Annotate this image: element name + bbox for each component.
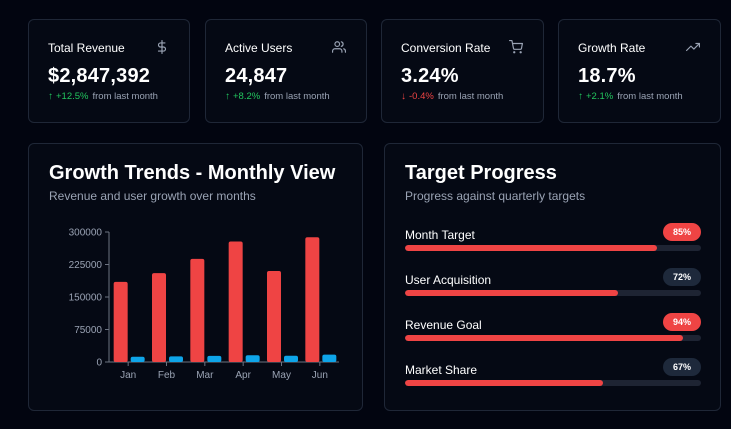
x-tick-label: Mar — [196, 370, 214, 381]
arrow-up-icon: ↑ — [225, 91, 230, 102]
arrow-up-icon: ↑ — [48, 91, 53, 102]
stat-change: ↑ +2.1% from last month — [578, 91, 683, 102]
cart-icon — [509, 40, 523, 54]
y-tick-label: 0 — [96, 358, 102, 369]
bar-revenue-apr — [228, 241, 243, 362]
dollar-icon — [157, 40, 167, 54]
stat-delta-suffix: from last month — [437, 91, 504, 102]
stat-title: Conversion Rate — [401, 41, 491, 55]
progress-badge: 72% — [663, 268, 701, 286]
users-icon — [332, 41, 346, 53]
bar-users-apr — [245, 355, 260, 362]
stat-delta: +8.2% — [233, 91, 261, 102]
bar-users-may — [284, 355, 298, 362]
y-tick-label: 225000 — [69, 260, 103, 271]
stat-title: Total Revenue — [48, 41, 125, 55]
stat-delta: +2.1% — [586, 91, 614, 102]
y-tick-label: 150000 — [69, 293, 103, 304]
bar-users-jun — [322, 354, 337, 362]
stat-card-active-users: Active Users 24,847 ↑ +8.2% from last mont… — [205, 19, 367, 123]
progress-track — [405, 245, 701, 251]
progress-label: User Acquisition — [405, 273, 492, 287]
progress-track — [405, 290, 701, 296]
growth-trends-subtitle: Revenue and user growth over months — [49, 189, 256, 203]
progress-label: Revenue Goal — [405, 318, 482, 332]
stat-card-conversion-rate: Conversion Rate 3.24% ↓ -0.4% from last mo… — [381, 19, 544, 123]
growth-trends-title: Growth Trends - Monthly View — [49, 162, 336, 184]
target-progress-card: Target Progress Progress against quarter… — [384, 143, 721, 411]
bar-users-mar — [207, 355, 222, 362]
stat-change: ↑ +8.2% from last month — [225, 91, 330, 102]
target-progress-title: Target Progress — [405, 162, 557, 184]
stat-delta-suffix: from last month — [617, 91, 683, 102]
bar-users-jan — [130, 356, 145, 362]
x-tick-label: Apr — [235, 370, 251, 381]
y-tick-label: 75000 — [74, 325, 102, 336]
bar-revenue-feb — [152, 273, 166, 362]
stat-delta-suffix: from last month — [264, 91, 330, 102]
stat-delta-suffix: from last month — [92, 91, 158, 102]
stat-value: $2,847,392 — [48, 65, 151, 87]
growth-trends-card: Growth Trends - Monthly View Revenue and… — [28, 143, 363, 411]
progress-row-revenue-goal: Revenue Goal 94% — [405, 313, 701, 352]
progress-fill — [405, 245, 657, 251]
trending-up-icon — [686, 42, 700, 52]
stat-card-total-revenue: Total Revenue $2,847,392 ↑ +12.5% from las… — [28, 19, 190, 123]
progress-fill — [405, 380, 604, 386]
stat-title: Active Users — [225, 41, 293, 55]
x-tick-label: May — [272, 370, 291, 381]
bar-revenue-jun — [305, 237, 320, 362]
progress-badge: 94% — [663, 313, 701, 331]
growth-chart: 300000 225000 150000 75000 0 Jan Feb Mar Apr May J… — [69, 228, 339, 381]
x-tick-label: Feb — [158, 370, 176, 381]
progress-row-market-share: Market Share 67% — [405, 358, 701, 397]
stat-delta: -0.4% — [409, 91, 434, 102]
stat-card-growth-rate: Growth Rate 18.7% ↑ +2.1% from last month — [558, 19, 721, 123]
stat-value: 3.24% — [401, 65, 459, 87]
progress-fill — [405, 290, 619, 296]
stat-title: Growth Rate — [578, 41, 646, 55]
stat-delta: +12.5% — [56, 91, 89, 102]
progress-row-month-target: Month Target 85% — [405, 223, 701, 262]
bar-revenue-jan — [113, 281, 128, 362]
progress-fill — [405, 335, 684, 341]
bar-revenue-mar — [190, 258, 205, 362]
bar-revenue-may — [267, 271, 281, 362]
x-tick-label: Jan — [120, 370, 136, 381]
arrow-down-icon: ↓ — [401, 91, 406, 102]
stat-change: ↓ -0.4% from last month — [401, 91, 503, 102]
progress-label: Month Target — [405, 228, 475, 242]
y-tick-label: 300000 — [69, 228, 103, 239]
progress-badge: 85% — [663, 223, 701, 241]
progress-track — [405, 380, 701, 386]
progress-badge: 67% — [663, 358, 701, 376]
stat-value: 24,847 — [225, 65, 288, 87]
progress-track — [405, 335, 701, 341]
x-tick-label: Jun — [312, 370, 328, 381]
progress-label: Market Share — [405, 363, 478, 377]
progress-row-user-acquisition: User Acquisition 72% — [405, 268, 701, 307]
bar-users-feb — [169, 356, 183, 362]
arrow-up-icon: ↑ — [578, 91, 583, 102]
stat-change: ↑ +12.5% from last month — [48, 91, 158, 102]
target-progress-subtitle: Progress against quarterly targets — [405, 189, 586, 203]
stat-value: 18.7% — [578, 65, 636, 87]
